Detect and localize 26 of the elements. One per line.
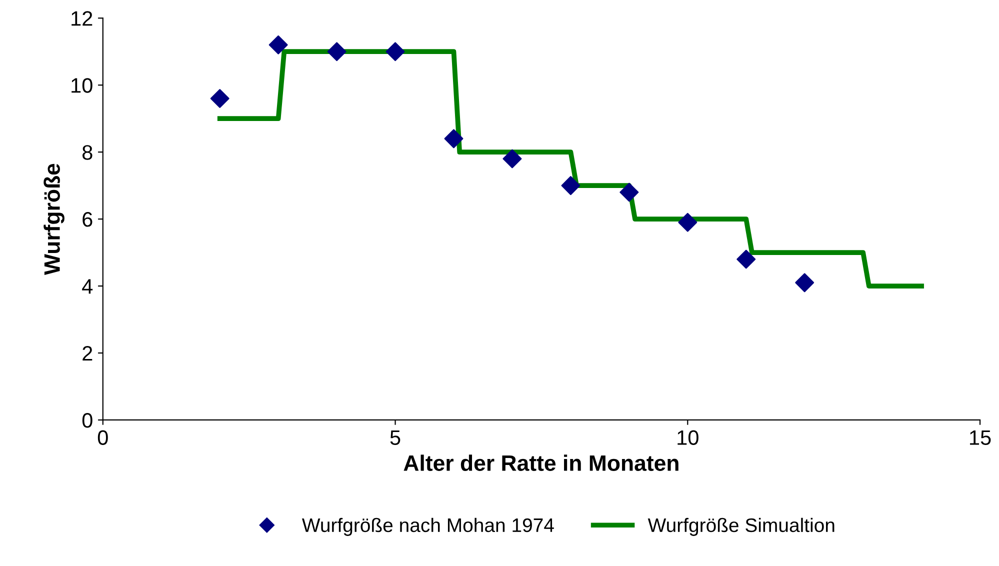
x-tick-label: 10 <box>678 430 698 445</box>
point <box>502 149 522 168</box>
y-tick-label: 0 <box>82 412 92 428</box>
x-tick-label: 0 <box>98 430 108 445</box>
point <box>327 42 346 62</box>
point <box>620 182 639 202</box>
point <box>444 129 464 148</box>
x-axis-title: Alter der Ratte in Monaten <box>404 454 678 471</box>
y-tick-label: 6 <box>82 212 92 227</box>
y-tick-label: 12 <box>72 11 92 26</box>
point <box>736 250 756 269</box>
point <box>386 42 405 62</box>
point <box>795 273 814 292</box>
point <box>210 89 230 108</box>
x-tick-label: 15 <box>970 430 991 445</box>
y-tick-label: 10 <box>72 78 92 93</box>
point <box>678 212 698 232</box>
point <box>561 176 580 196</box>
y-tick-label: 2 <box>82 346 92 361</box>
y-tick-label: 4 <box>82 279 93 294</box>
x-tick-label: 5 <box>390 430 400 445</box>
y-tick-label: 8 <box>82 145 92 160</box>
legend-label: Wurfgröße Simualtion <box>648 518 834 536</box>
legend-label: Wurfgröße nach Mohan 1974 <box>302 518 554 536</box>
point <box>268 35 288 54</box>
y-axis-title: Wurfgröße <box>44 164 64 275</box>
